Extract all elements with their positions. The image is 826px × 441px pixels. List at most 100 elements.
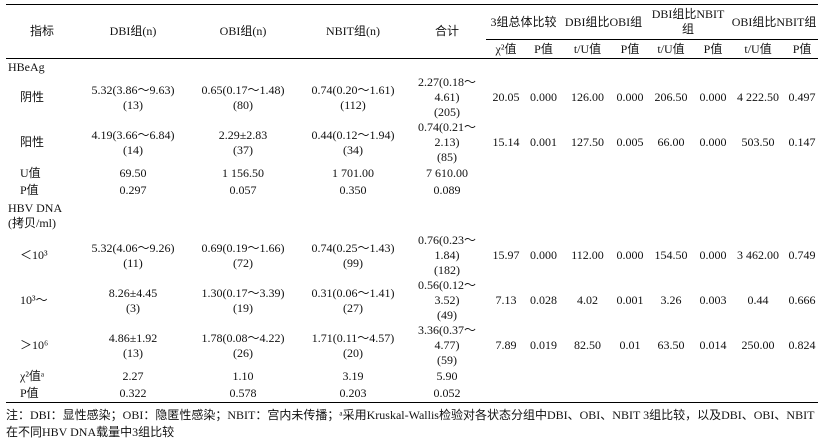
cell [486, 165, 526, 182]
cell: 4.19(3.66～6.84) (14) [78, 120, 188, 165]
cell: 0.019 [526, 323, 561, 368]
cell-count: (112) [340, 97, 366, 112]
cell-value: 5.90 [436, 369, 458, 383]
row-label: ＜10³ [20, 248, 48, 262]
cell-value: 2.29±2.83 [218, 127, 268, 142]
cell-count: (13) [123, 97, 143, 112]
cell-value: 0.44(0.12～1.94) [311, 127, 395, 142]
cell [614, 385, 647, 403]
cell: 0.003 [696, 278, 730, 323]
cell-count: (59) [437, 353, 457, 367]
cell [730, 182, 786, 199]
sub-header: P值 [526, 39, 562, 59]
cell-value: 0.666 [788, 293, 816, 307]
cell-count: (13) [123, 345, 143, 360]
cell-count: (19) [233, 300, 253, 315]
cell: 0.74(0.25～1.43) (99) [298, 233, 408, 278]
cell-value: 0.000 [530, 248, 557, 262]
cell-value: 0.028 [530, 293, 557, 307]
cell: 112.00 [561, 233, 614, 278]
cell: 0.000 [696, 75, 730, 120]
cell: 127.50 [561, 120, 614, 165]
cell-value: 126.00 [571, 90, 605, 104]
cell-value: 127.50 [571, 135, 605, 149]
cell: 0.76(0.23～1.84) (182) [408, 233, 486, 278]
sub-header: t/U值 [646, 39, 697, 59]
cell-value: 1 156.50 [222, 166, 264, 180]
cell [646, 385, 697, 403]
cell: 63.50 [646, 323, 696, 368]
cell-value: 0.000 [616, 248, 644, 262]
cell-value: 0.001 [616, 293, 644, 307]
sub-header: t/U值 [561, 39, 615, 59]
cell: 0.666 [786, 278, 818, 323]
cell-value: 206.50 [654, 90, 688, 104]
subheader-row: χ²值 P值 t/U值 P值 t/U值 P值 t/U值 P值 [6, 39, 819, 59]
cell: 3.19 [298, 368, 408, 385]
cell [486, 368, 526, 385]
cell-value: 0.65(0.17～1.48) [201, 82, 285, 97]
cell-value: 7 610.00 [426, 166, 468, 180]
cell [786, 385, 819, 403]
table-row: χ²值ᵃ 2.27 1.10 3.19 5.90 [6, 368, 818, 385]
row-label: ＞10⁶ [20, 338, 49, 352]
cell-value: 0.297 [119, 183, 147, 197]
cell-value: 0.824 [788, 338, 816, 352]
cell [561, 385, 615, 403]
cell [646, 368, 696, 385]
data-table: 指标 DBI组(n) OBI组(n) NBIT组(n) 合计 3组总体比较 DBI组比OBI… [6, 4, 819, 403]
row-label: P值 [6, 385, 78, 403]
cell: 0.000 [526, 233, 561, 278]
table-row: ＜10³ 5.32(4.06～9.26) (11) 0.69(0.19～1.66) (7… [6, 233, 818, 278]
cell-value: 5.32(4.06～9.26) [91, 240, 175, 255]
cell-value: 2.27(0.18～4.61) [418, 75, 476, 104]
page: 指标 DBI组(n) OBI组(n) NBIT组(n) 合计 3组总体比较 DBI组比OBI… [6, 4, 819, 439]
cell: 0.297 [78, 182, 188, 199]
cell: 15.14 [486, 120, 526, 165]
cell-count: (182) [434, 263, 460, 277]
cell-value: 82.50 [574, 338, 602, 352]
cell-value: 0.44 [747, 293, 769, 307]
column-header: 合计 [408, 4, 486, 59]
cell-value: 20.05 [492, 90, 520, 104]
cell: 0.497 [786, 75, 818, 120]
row-label: U值 [20, 166, 41, 180]
cell: 0.01 [614, 323, 646, 368]
section-label: HBeAg [8, 59, 45, 74]
cell: 5.90 [408, 368, 486, 385]
cell-count: (85) [437, 150, 457, 164]
cell: 3 462.00 [730, 233, 786, 278]
cell-value: 69.50 [119, 166, 147, 180]
cell: 0.322 [78, 385, 188, 403]
cell: 0.74(0.21～2.13) (85) [408, 120, 486, 165]
sub-header: t/U值 [730, 39, 787, 59]
cell-value: 0.56(0.12～3.52) [418, 278, 476, 307]
cell: 15.97 [486, 233, 526, 278]
sub-header: P值 [696, 39, 731, 59]
cell-value: 15.97 [492, 248, 520, 262]
cell-value: 0.019 [530, 338, 557, 352]
cell: 5.32(4.06～9.26) (11) [78, 233, 188, 278]
cell: 1 701.00 [298, 165, 408, 182]
row-label: χ²值ᵃ [20, 369, 45, 383]
cell-count: (11) [123, 255, 143, 270]
cell [486, 182, 526, 199]
cell-value: 4 222.50 [737, 90, 780, 104]
cell: 0.74(0.20～1.61) (112) [298, 75, 408, 120]
cell-value: 3.19 [342, 369, 364, 383]
header-row: 指标 DBI组(n) OBI组(n) NBIT组(n) 合计 3组总体比较 DBI组比OBI… [6, 4, 819, 59]
cell [730, 165, 786, 182]
cell: 206.50 [646, 75, 696, 120]
cell: 3.26 [646, 278, 696, 323]
cell-value: 3.36(0.37～4.77) [418, 323, 476, 352]
cell: 0.014 [696, 323, 730, 368]
cell: 0.824 [786, 323, 818, 368]
cell-count: (72) [233, 255, 253, 270]
cell-value: 3 462.00 [737, 248, 780, 262]
cell-value: 0.000 [699, 135, 727, 149]
cell: 1.30(0.17～3.39) (19) [188, 278, 298, 323]
cell-count: (99) [343, 255, 363, 270]
table-row: HBeAg [6, 59, 818, 76]
cell-value: 2.27 [122, 369, 144, 383]
cell: 0.203 [298, 385, 408, 403]
